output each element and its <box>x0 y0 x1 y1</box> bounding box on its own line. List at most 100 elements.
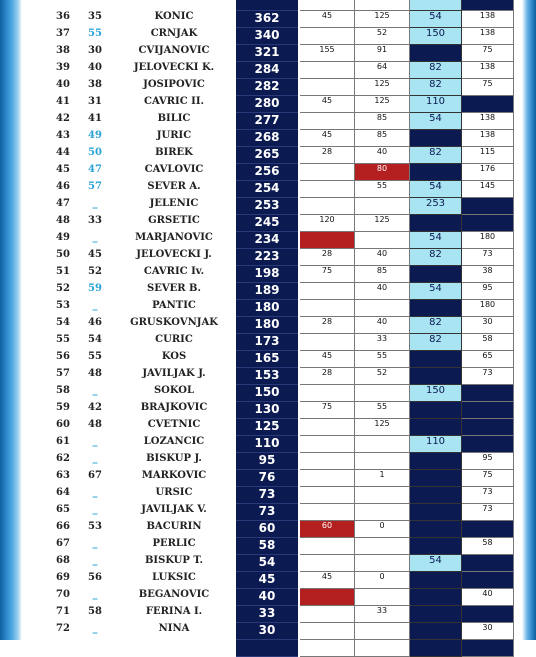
total-points-cell: 277 <box>236 113 298 130</box>
round1-points-cell <box>300 28 355 45</box>
round1-points-cell <box>300 555 355 572</box>
round1-points-cell <box>300 198 355 215</box>
previous-rank-cell: 41 <box>88 113 102 124</box>
previous-rank-cell: 31 <box>88 96 102 107</box>
previous-rank-cell: _ <box>92 504 98 515</box>
rank-cell: 37 <box>56 28 70 39</box>
previous-rank-cell: 55 <box>88 351 102 362</box>
round2-points-cell: 33 <box>355 334 410 351</box>
previous-rank-cell: 56 <box>88 572 102 583</box>
player-name-cell: ČAVLOVIĆ <box>144 164 204 175</box>
rank-cell: 49 <box>56 232 70 243</box>
round2-points-cell: 64 <box>355 62 410 79</box>
table-row: 43 49 JURIĆ 268 45 85 138 <box>22 130 522 147</box>
round1-points-cell: 28 <box>300 368 355 385</box>
round3-points-cell <box>410 606 462 623</box>
round3-points-cell <box>410 453 462 470</box>
table-row: 36 35 KONIĆ 362 45 125 54 138 <box>22 11 522 28</box>
total-points-cell: 180 <box>236 300 298 317</box>
rank-cell: 47 <box>56 198 70 209</box>
round4-points-cell: 138 <box>462 11 514 28</box>
round4-points-cell: 95 <box>462 283 514 300</box>
round4-points-cell: 138 <box>462 28 514 45</box>
rank-cell: 36 <box>56 11 70 22</box>
total-points-cell: 60 <box>236 521 298 538</box>
round2-points-cell: 33 <box>355 606 410 623</box>
round1-points-cell <box>300 334 355 351</box>
table-row: 47 _ JELENIĆ 253 253 <box>22 198 522 215</box>
round1-points-cell <box>300 385 355 402</box>
previous-rank-cell: _ <box>92 555 98 566</box>
table-row: 37 55 ĆRNJAK 340 52 150 138 <box>22 28 522 45</box>
round4-points-cell: 73 <box>462 487 514 504</box>
round2-points-cell: 85 <box>355 113 410 130</box>
round3-points-cell: 150 <box>410 385 462 402</box>
round2-points-cell <box>355 538 410 555</box>
previous-rank-cell: 57 <box>88 181 102 192</box>
total-points-cell: 284 <box>236 62 298 79</box>
total-points-cell: 321 <box>236 45 298 62</box>
round3-points-cell: 54 <box>410 555 462 572</box>
round4-points-cell: 180 <box>462 300 514 317</box>
previous-rank-cell: _ <box>92 198 98 209</box>
table-row: 39 40 JELOVEČKI K. 284 64 82 138 <box>22 62 522 79</box>
round2-points-cell: 40 <box>355 283 410 300</box>
rank-cell: 68 <box>56 555 70 566</box>
previous-rank-cell: 48 <box>88 419 102 430</box>
total-points-cell: 95 <box>236 453 298 470</box>
previous-rank-cell: 35 <box>88 11 102 22</box>
table-row: 52 59 SEVER B. 189 40 54 95 <box>22 283 522 300</box>
round4-points-cell: 180 <box>462 232 514 249</box>
round2-points-cell <box>355 453 410 470</box>
total-points-cell: 76 <box>236 470 298 487</box>
previous-rank-cell: 33 <box>88 215 102 226</box>
round1-points-cell <box>300 589 355 606</box>
round4-points-cell: 138 <box>462 113 514 130</box>
round3-points-cell <box>410 419 462 436</box>
round1-points-cell <box>300 623 355 640</box>
table-row: 59 42 BRAJKOVIĆ 130 75 55 <box>22 402 522 419</box>
player-name-cell: JELENIĆ <box>149 198 199 209</box>
previous-rank-cell: 40 <box>88 62 102 73</box>
round4-points-cell: 73 <box>462 249 514 266</box>
round2-points-cell <box>355 589 410 606</box>
player-name-cell: JAVILJAK J. <box>142 368 206 379</box>
total-points-cell: 280 <box>236 96 298 113</box>
table-row: 46 57 SEVER A. 254 55 54 145 <box>22 181 522 198</box>
table-row: 66 53 BAĆURIN 60 60 0 <box>22 521 522 538</box>
round4-points-cell <box>462 215 514 232</box>
window-frame-right <box>522 0 536 640</box>
round4-points-cell: 75 <box>462 45 514 62</box>
round3-points-cell <box>410 266 462 283</box>
rank-cell: 67 <box>56 538 70 549</box>
round2-points-cell <box>355 232 410 249</box>
rank-cell: 43 <box>56 130 70 141</box>
table-row: 67 _ PERLIĆ 58 58 <box>22 538 522 555</box>
previous-rank-cell: _ <box>92 453 98 464</box>
round2-points-cell <box>355 300 410 317</box>
previous-rank-cell: 48 <box>88 368 102 379</box>
round1-points-cell: 45 <box>300 11 355 28</box>
previous-rank-cell: 30 <box>88 45 102 56</box>
previous-rank-cell <box>78 640 112 657</box>
round1-points-cell <box>300 232 355 249</box>
previous-rank-cell: 54 <box>88 334 102 345</box>
rank-cell: 39 <box>56 62 70 73</box>
round3-points-cell: 82 <box>410 317 462 334</box>
player-name-cell: SEVER B. <box>147 283 201 294</box>
round4-points-cell: 58 <box>462 334 514 351</box>
total-points-cell: 234 <box>236 232 298 249</box>
round1-points-cell: 75 <box>300 402 355 419</box>
round3-points-cell: 82 <box>410 334 462 351</box>
player-name-cell: BAĆURIN <box>146 521 202 532</box>
previous-rank-cell: _ <box>92 538 98 549</box>
round2-points-cell: 55 <box>355 402 410 419</box>
rank-cell: 48 <box>56 215 70 226</box>
rank-cell: 66 <box>56 521 70 532</box>
previous-rank-cell: 50 <box>88 147 102 158</box>
round1-points-cell <box>300 79 355 96</box>
round2-points-cell: 55 <box>355 181 410 198</box>
rank-cell: 71 <box>56 606 70 617</box>
rank-cell: 44 <box>56 147 70 158</box>
previous-rank-cell: 49 <box>88 130 102 141</box>
